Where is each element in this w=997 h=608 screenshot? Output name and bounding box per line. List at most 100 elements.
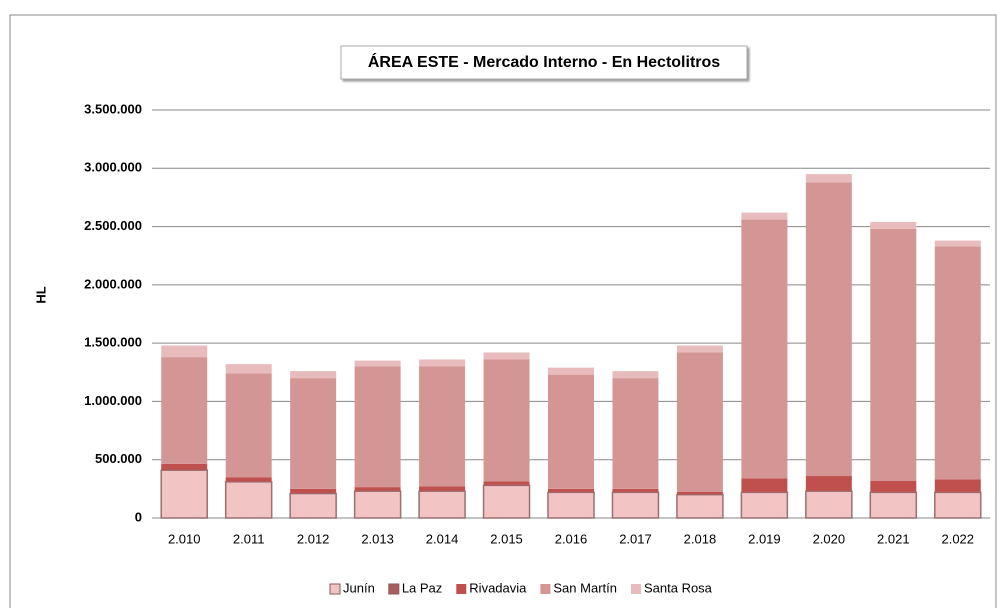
y-tick-label: 3.500.000: [84, 101, 142, 116]
bar-segment: [418, 490, 466, 519]
bar-segment: [870, 491, 917, 493]
bar-segment: [290, 488, 337, 493]
bar-segment: [224, 481, 273, 519]
bar-segment: [354, 366, 401, 488]
bar-segment: [161, 463, 208, 470]
bar-segment: [482, 484, 531, 519]
bar-segment: [225, 481, 272, 482]
x-tick-label: 2.013: [361, 531, 394, 546]
bar-segment: [934, 479, 981, 492]
bar-segment: [419, 486, 466, 491]
bar-segment: [419, 490, 466, 492]
bar-segment: [676, 491, 723, 495]
bar-segment: [741, 491, 788, 493]
legend-label: San Martín: [553, 580, 617, 595]
bar-segment: [805, 476, 852, 491]
bar-segment: [354, 360, 401, 367]
x-tick-label: 2.015: [490, 531, 523, 546]
x-tick-label: 2.022: [941, 531, 974, 546]
bar-segment: [676, 493, 724, 519]
bar-segment: [805, 182, 852, 477]
bar-segment: [805, 490, 852, 492]
bar-segment: [741, 212, 788, 220]
y-tick-label: 1.500.000: [84, 335, 142, 350]
bar-segment: [612, 378, 659, 489]
bar-segment: [611, 491, 660, 519]
bar-segment: [676, 352, 723, 492]
legend-swatch: [388, 583, 400, 595]
y-tick-label: 2.000.000: [84, 276, 142, 291]
bar-segment: [805, 490, 853, 519]
chart-title: ÁREA ESTE - Mercado Interno - En Hectoli…: [368, 52, 720, 71]
bar-segment: [870, 228, 917, 481]
bar-segment: [161, 357, 208, 464]
bar-segment: [934, 491, 982, 519]
bar-segment: [934, 491, 981, 493]
bar-segment: [612, 371, 659, 379]
bar-segment: [161, 345, 208, 358]
y-tick-label: 1.000.000: [84, 393, 142, 408]
legend-swatch: [329, 583, 341, 595]
legend-label: Rivadavia: [469, 580, 527, 595]
bar-segment: [354, 487, 401, 491]
y-tick-label: 500.000: [95, 451, 142, 466]
bar-segment: [934, 246, 981, 480]
legend-swatch: [540, 584, 551, 594]
bar-segment: [741, 478, 788, 492]
bar-segment: [483, 481, 530, 485]
bar-segment: [805, 174, 852, 183]
bar-segment: [741, 219, 788, 479]
legend-label: La Paz: [402, 580, 442, 595]
bar-segment: [612, 491, 659, 493]
bar-segment: [225, 477, 272, 482]
bar-segment: [483, 484, 530, 486]
bar-segment: [870, 221, 917, 229]
bar-segment: [483, 352, 530, 360]
bar-segment: [870, 480, 917, 492]
bar-segment: [289, 492, 337, 519]
bar-segment: [547, 491, 595, 519]
x-tick-label: 2.018: [684, 531, 717, 546]
x-tick-label: 2.017: [619, 531, 652, 546]
x-tick-label: 2.010: [168, 531, 201, 546]
bar-segment: [869, 491, 918, 519]
bar-segment: [225, 364, 272, 374]
x-tick-label: 2.021: [877, 531, 910, 546]
x-tick-label: 2.011: [233, 531, 265, 546]
bar-segment: [290, 378, 337, 489]
x-tick-label: 2.020: [813, 531, 846, 546]
bar-segment: [290, 371, 337, 379]
bar-segment: [548, 491, 594, 493]
x-tick-label: 2.019: [748, 531, 781, 546]
legend-swatch: [456, 584, 467, 594]
bar-segment: [354, 490, 401, 492]
y-axis-label: HL: [33, 286, 48, 303]
bar-segment: [676, 494, 723, 495]
bar-segment: [353, 490, 402, 519]
y-tick-label: 0: [135, 509, 142, 524]
bar-segment: [740, 491, 789, 519]
legend-label: Santa Rosa: [644, 580, 713, 595]
bar-segment: [419, 359, 466, 367]
bar-segment: [548, 488, 594, 492]
bar-segment: [676, 345, 723, 353]
bar-segment: [290, 492, 337, 494]
bar-segment: [548, 374, 594, 489]
legend-swatch: [630, 584, 641, 594]
bar-segment: [160, 469, 208, 519]
bar-segment: [161, 469, 208, 471]
x-tick-label: 2.014: [426, 531, 459, 546]
bar-segment: [548, 367, 594, 375]
bar-segment: [419, 366, 466, 487]
x-tick-label: 2.016: [555, 531, 588, 546]
x-tick-label: 2.012: [297, 531, 330, 546]
legend-label: Junín: [343, 580, 375, 595]
bar-segment: [225, 373, 272, 478]
bar-segment: [483, 359, 530, 482]
bar-segment: [934, 240, 981, 247]
title-box: [340, 45, 748, 80]
y-tick-label: 2.500.000: [84, 218, 142, 233]
y-tick-label: 3.000.000: [84, 160, 142, 175]
bar-segment: [612, 488, 659, 492]
